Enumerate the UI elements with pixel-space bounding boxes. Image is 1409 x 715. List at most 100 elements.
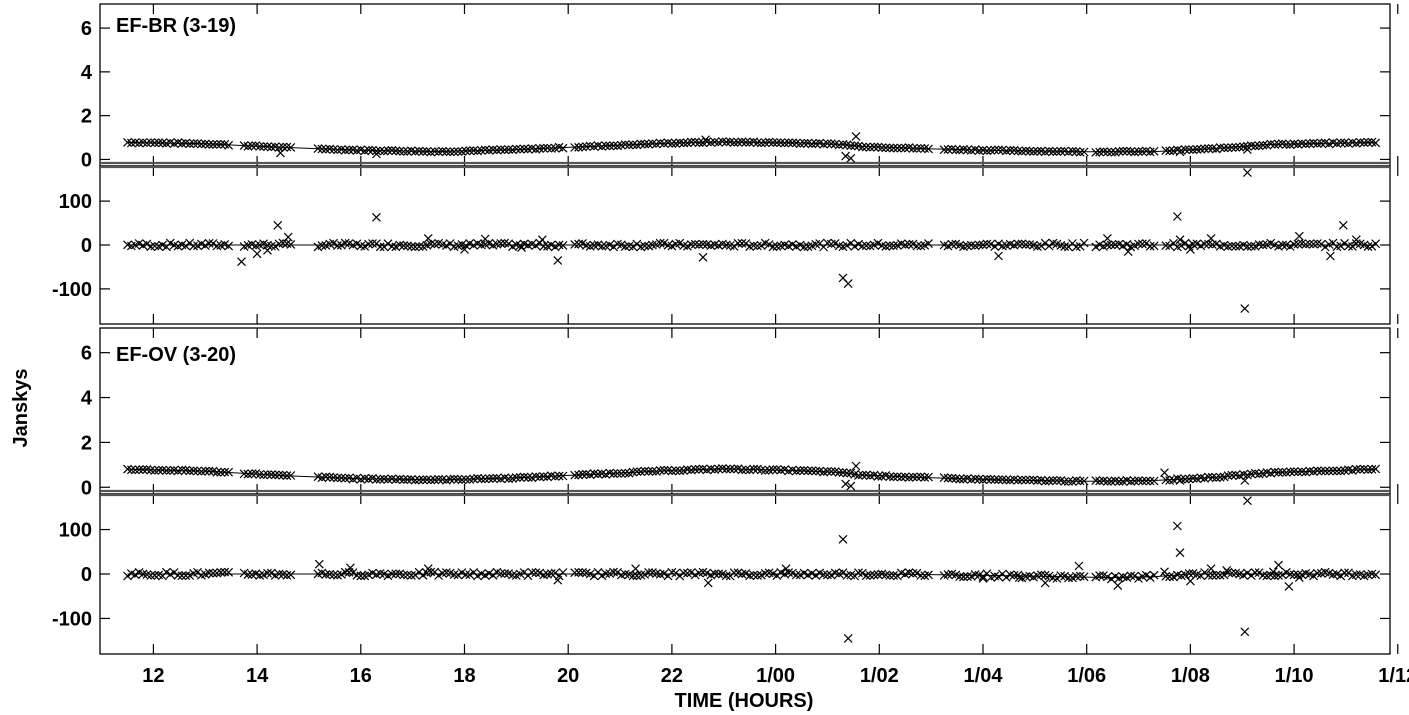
amplitude-point — [1371, 138, 1381, 148]
phase-point — [982, 239, 992, 249]
phase-point — [698, 239, 708, 249]
amplitude-point — [1165, 146, 1175, 156]
amplitude-point — [364, 145, 374, 155]
phase-point — [177, 571, 187, 581]
amplitude-point — [193, 466, 202, 476]
x-tick-label: 1/00 — [756, 665, 795, 687]
amplitude-point — [333, 473, 342, 483]
phase-point — [1141, 238, 1151, 248]
amplitude-point — [138, 465, 148, 475]
phase-point — [391, 569, 401, 579]
amplitude-outlier-point — [846, 153, 856, 163]
amplitude-point — [865, 142, 875, 152]
amplitude-tick-label: 6 — [81, 18, 92, 40]
amplitude-point — [1095, 147, 1105, 157]
amplitude-point — [200, 139, 210, 149]
amplitude-point — [1359, 138, 1369, 148]
phase-outlier-point — [263, 245, 272, 255]
amplitude-outlier-point — [1175, 147, 1185, 157]
amplitude-point — [430, 147, 440, 156]
amplitude-point — [1017, 146, 1027, 156]
amplitude-point — [721, 464, 731, 474]
amplitude-point — [624, 140, 634, 150]
amplitude-point — [1215, 472, 1225, 482]
amplitude-point — [329, 473, 339, 482]
phase-point — [387, 241, 397, 251]
amplitude-point — [134, 465, 144, 475]
phase-point — [861, 571, 871, 581]
amplitude-point — [1258, 140, 1268, 150]
amplitude-point — [445, 474, 455, 484]
phase-outlier-point — [1240, 627, 1250, 637]
phase-point — [1145, 241, 1155, 251]
amplitude-point — [955, 474, 965, 484]
amplitude-point — [216, 139, 226, 149]
amplitude-point — [418, 146, 428, 156]
amplitude-point — [578, 142, 587, 152]
amplitude-point — [1013, 475, 1023, 485]
amplitude-point — [640, 139, 650, 149]
amplitude-point — [216, 467, 226, 477]
amplitude-point — [667, 139, 677, 149]
amplitude-point — [212, 467, 222, 477]
amplitude-point — [741, 465, 751, 475]
amplitude-outlier-point — [846, 481, 856, 491]
phase-point — [414, 242, 424, 252]
amplitude-point — [1044, 476, 1054, 486]
phase-point — [791, 570, 801, 580]
amplitude-point — [1316, 466, 1326, 476]
phase-point — [1052, 574, 1062, 583]
amplitude-point — [752, 138, 762, 148]
phase-point — [321, 569, 331, 579]
amplitude-point — [1161, 146, 1171, 156]
phase-point — [531, 568, 541, 578]
phase-point — [550, 568, 560, 578]
phase-point — [1316, 239, 1326, 249]
amplitude-point — [1137, 476, 1147, 486]
phase-point — [1184, 569, 1194, 578]
amplitude-point — [1204, 143, 1213, 153]
phase-point — [146, 571, 156, 580]
phase-outlier-point — [480, 234, 490, 244]
amplitude-point — [574, 142, 584, 152]
amplitude-point — [1215, 143, 1225, 152]
phase-point — [756, 241, 766, 251]
amplitude-point — [1021, 146, 1031, 156]
amplitude-point — [613, 469, 622, 478]
amplitude-point — [889, 472, 898, 482]
amplitude-point — [441, 147, 451, 157]
amplitude-point — [628, 140, 638, 150]
phase-point — [784, 568, 794, 578]
phase-outlier-point — [345, 563, 355, 573]
amplitude-point — [861, 142, 871, 152]
amplitude-point — [410, 147, 420, 157]
amplitude-point — [768, 465, 778, 475]
phase-point — [869, 570, 879, 580]
amplitude-point — [1017, 475, 1027, 485]
amplitude-point — [558, 143, 568, 153]
amplitude-point — [1297, 467, 1307, 477]
phase-point — [686, 568, 696, 577]
phase-outlier-point — [423, 564, 433, 574]
amplitude-point — [671, 466, 681, 476]
phase-point — [609, 242, 619, 252]
amplitude-point — [593, 469, 603, 479]
amplitude-point — [270, 470, 280, 480]
amplitude-point — [263, 470, 272, 479]
phase-point — [1064, 573, 1073, 583]
amplitude-point — [667, 466, 677, 476]
amplitude-outlier-point — [1242, 168, 1252, 178]
amplitude-point — [511, 144, 521, 154]
amplitude-point — [185, 466, 195, 476]
phase-point — [1134, 239, 1143, 249]
amplitude-point — [360, 473, 370, 483]
phase-point — [830, 238, 840, 248]
phase-outlier-point — [698, 252, 708, 262]
phase-point — [597, 241, 607, 251]
phase-outlier-point — [460, 244, 469, 254]
amplitude-point — [1371, 464, 1381, 474]
phase-point — [554, 240, 564, 250]
amplitude-point — [1134, 476, 1143, 486]
amplitude-point — [317, 144, 327, 154]
phase-point — [962, 572, 972, 582]
